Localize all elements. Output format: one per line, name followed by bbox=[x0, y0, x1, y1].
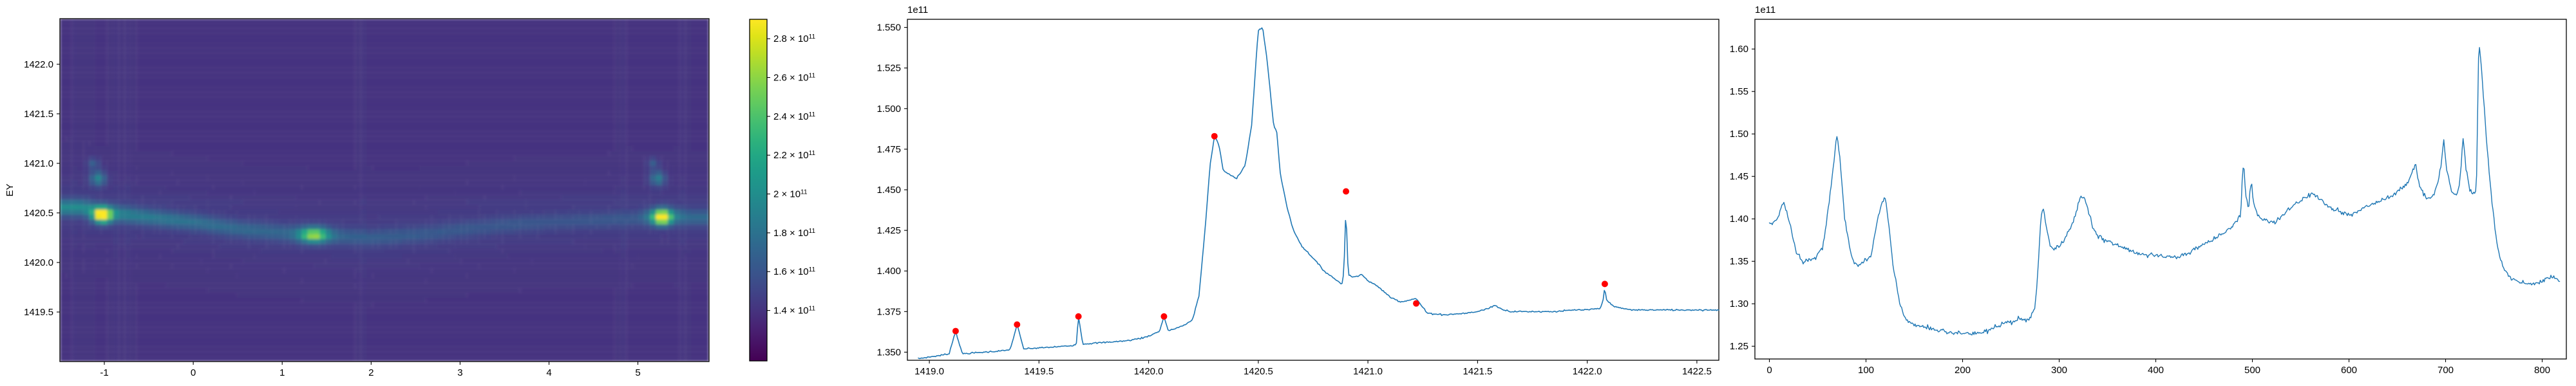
svg-text:1421.5: 1421.5 bbox=[24, 109, 53, 120]
svg-text:1.6 × 1011: 1.6 × 1011 bbox=[773, 266, 815, 278]
svg-text:1.350: 1.350 bbox=[876, 347, 901, 358]
svg-text:1.40: 1.40 bbox=[1730, 214, 1748, 225]
svg-text:1.450: 1.450 bbox=[876, 185, 901, 196]
svg-text:1e11: 1e11 bbox=[1755, 5, 1776, 15]
svg-text:3: 3 bbox=[457, 367, 462, 378]
svg-text:1420.0: 1420.0 bbox=[1134, 366, 1164, 377]
svg-text:-1: -1 bbox=[100, 367, 108, 378]
svg-text:1420.5: 1420.5 bbox=[1244, 366, 1273, 377]
svg-text:2.4 × 1011: 2.4 × 1011 bbox=[773, 111, 815, 122]
svg-text:1.550: 1.550 bbox=[876, 23, 901, 33]
svg-text:1422.5: 1422.5 bbox=[1682, 366, 1712, 377]
svg-text:800: 800 bbox=[2534, 365, 2550, 376]
svg-text:2.6 × 1011: 2.6 × 1011 bbox=[773, 72, 815, 84]
svg-text:1.8 × 1011: 1.8 × 1011 bbox=[773, 227, 815, 239]
svg-text:2 × 1011: 2 × 1011 bbox=[773, 188, 808, 200]
svg-text:1420.5: 1420.5 bbox=[24, 208, 53, 219]
svg-text:1.400: 1.400 bbox=[876, 266, 901, 277]
svg-text:1.35: 1.35 bbox=[1730, 256, 1748, 267]
svg-text:1.25: 1.25 bbox=[1730, 341, 1748, 352]
svg-text:1.525: 1.525 bbox=[876, 63, 901, 74]
svg-text:0: 0 bbox=[1766, 365, 1772, 376]
svg-text:1.500: 1.500 bbox=[876, 104, 901, 115]
svg-text:0: 0 bbox=[191, 367, 196, 378]
svg-text:1e11: 1e11 bbox=[907, 5, 928, 15]
svg-text:4: 4 bbox=[546, 367, 551, 378]
svg-text:1420.0: 1420.0 bbox=[24, 257, 53, 268]
svg-text:2.2 × 1011: 2.2 × 1011 bbox=[773, 150, 815, 161]
svg-text:1421.5: 1421.5 bbox=[1463, 366, 1492, 377]
svg-text:1419.5: 1419.5 bbox=[24, 307, 53, 318]
svg-text:1421.0: 1421.0 bbox=[1353, 366, 1383, 377]
svg-text:1.475: 1.475 bbox=[876, 144, 901, 155]
svg-text:700: 700 bbox=[2438, 365, 2454, 376]
svg-text:1.55: 1.55 bbox=[1730, 86, 1748, 97]
svg-text:1419.0: 1419.0 bbox=[914, 366, 944, 377]
svg-text:1.50: 1.50 bbox=[1730, 129, 1748, 140]
svg-text:600: 600 bbox=[2341, 365, 2357, 376]
svg-text:EY: EY bbox=[5, 183, 15, 196]
svg-text:1.4 × 1011: 1.4 × 1011 bbox=[773, 305, 815, 317]
svg-text:1421.0: 1421.0 bbox=[24, 158, 53, 169]
svg-text:1.425: 1.425 bbox=[876, 225, 901, 236]
svg-text:5: 5 bbox=[635, 367, 640, 378]
svg-text:1422.0: 1422.0 bbox=[1573, 366, 1602, 377]
svg-text:2.8 × 1011: 2.8 × 1011 bbox=[773, 33, 815, 45]
svg-text:1.45: 1.45 bbox=[1730, 171, 1748, 182]
svg-text:1419.5: 1419.5 bbox=[1024, 366, 1054, 377]
svg-text:100: 100 bbox=[1858, 365, 1874, 376]
svg-text:1.30: 1.30 bbox=[1730, 299, 1748, 309]
svg-text:1422.0: 1422.0 bbox=[24, 59, 53, 70]
svg-text:400: 400 bbox=[2148, 365, 2164, 376]
svg-text:300: 300 bbox=[2051, 365, 2067, 376]
svg-text:500: 500 bbox=[2244, 365, 2260, 376]
svg-text:1: 1 bbox=[279, 367, 285, 378]
svg-text:200: 200 bbox=[1955, 365, 1971, 376]
svg-text:1.375: 1.375 bbox=[876, 306, 901, 317]
svg-text:2: 2 bbox=[368, 367, 374, 378]
svg-text:1.60: 1.60 bbox=[1730, 44, 1748, 55]
